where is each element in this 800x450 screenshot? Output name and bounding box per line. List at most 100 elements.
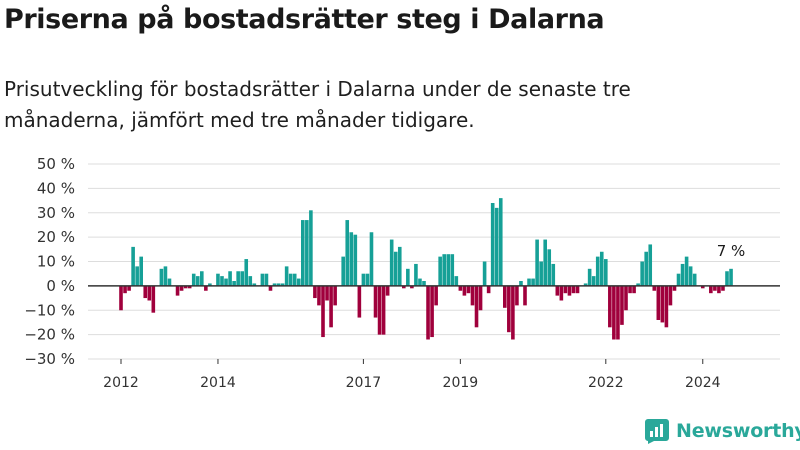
bar — [292, 273, 297, 286]
bar — [656, 285, 661, 320]
bar — [385, 285, 390, 296]
bar — [410, 285, 414, 289]
bar — [555, 285, 560, 296]
bar — [208, 283, 212, 286]
bar — [571, 285, 576, 294]
bar — [296, 278, 301, 286]
bar — [478, 285, 483, 311]
y-axis-ticks: 50 % 40 % 30 % 20 % 10 % 0 % −10 % −20 % −30 % — [24, 155, 75, 368]
bar — [725, 271, 729, 286]
bar — [523, 285, 527, 306]
bar — [692, 273, 697, 286]
bar — [240, 271, 244, 286]
bar — [313, 285, 317, 299]
bar — [414, 263, 418, 286]
bar — [628, 285, 632, 294]
bar — [515, 285, 519, 306]
bar — [636, 283, 640, 286]
bar — [575, 285, 580, 294]
bar — [462, 285, 467, 296]
bar — [604, 259, 608, 286]
x-axis-ticks: 2012 2014 2017 2019 2022 2024 — [103, 359, 721, 391]
bar — [426, 285, 430, 340]
chart-subtitle: Prisutveckling för bostadsrätter i Dalar… — [4, 77, 631, 132]
bar — [159, 268, 164, 286]
bar — [527, 278, 531, 286]
bar — [369, 232, 374, 286]
bar — [612, 285, 616, 340]
bar — [531, 278, 535, 286]
bar — [490, 203, 495, 286]
bar — [470, 285, 475, 306]
bar — [644, 251, 648, 286]
bar — [195, 276, 200, 286]
bar — [547, 249, 552, 286]
bar — [309, 210, 313, 286]
bar — [228, 271, 232, 286]
bar — [321, 285, 325, 338]
bar — [438, 256, 442, 286]
bar — [422, 281, 426, 286]
x-tick-label: 2014 — [200, 375, 236, 391]
bar — [563, 285, 568, 294]
bar — [284, 266, 289, 286]
bar — [280, 283, 285, 286]
bar — [664, 285, 669, 328]
bar — [147, 285, 152, 301]
bar — [482, 261, 487, 286]
bar — [252, 283, 257, 286]
bar — [139, 256, 143, 286]
bar — [713, 285, 717, 291]
bar — [183, 285, 188, 289]
bar — [389, 239, 394, 286]
chart-title: Priserna på bostadsrätter steg i Dalarna — [4, 4, 605, 35]
bar — [163, 266, 168, 286]
x-tick-label: 2024 — [685, 375, 721, 391]
bar — [179, 285, 184, 291]
bar — [345, 220, 350, 286]
x-tick-label: 2012 — [103, 375, 139, 391]
bar — [660, 285, 665, 323]
bar — [119, 285, 123, 311]
bar — [519, 281, 523, 286]
y-tick-label: −30 % — [24, 350, 75, 368]
bar — [341, 256, 345, 286]
bar — [220, 276, 224, 286]
bar — [260, 273, 265, 286]
bar — [640, 261, 644, 286]
bar — [567, 285, 572, 296]
bar — [224, 278, 228, 286]
bar — [325, 285, 329, 301]
y-tick-label: 10 % — [37, 253, 75, 271]
bar — [668, 285, 673, 306]
brand-logo: Newsworthy — [644, 418, 800, 444]
bar — [288, 273, 293, 286]
bar — [717, 285, 721, 294]
bar — [624, 285, 628, 311]
bar — [381, 285, 386, 335]
bar — [353, 234, 358, 286]
bar — [373, 285, 378, 318]
bar — [474, 285, 479, 328]
bar — [127, 285, 131, 291]
bar — [123, 285, 127, 294]
bar — [587, 268, 592, 286]
bar — [191, 273, 196, 286]
bar — [244, 259, 249, 286]
bar — [236, 271, 240, 286]
y-tick-label: 40 % — [37, 179, 75, 197]
bar — [559, 285, 564, 301]
bar — [511, 285, 515, 340]
bar — [535, 239, 539, 286]
bar — [672, 285, 677, 291]
bar — [486, 285, 491, 294]
bar — [729, 268, 733, 286]
bar — [450, 254, 455, 286]
x-tick-label: 2019 — [443, 375, 479, 391]
bar — [591, 276, 596, 286]
bar — [700, 285, 705, 289]
bar — [507, 285, 511, 333]
bar — [151, 285, 156, 313]
bar — [688, 266, 693, 286]
bar — [216, 273, 220, 286]
